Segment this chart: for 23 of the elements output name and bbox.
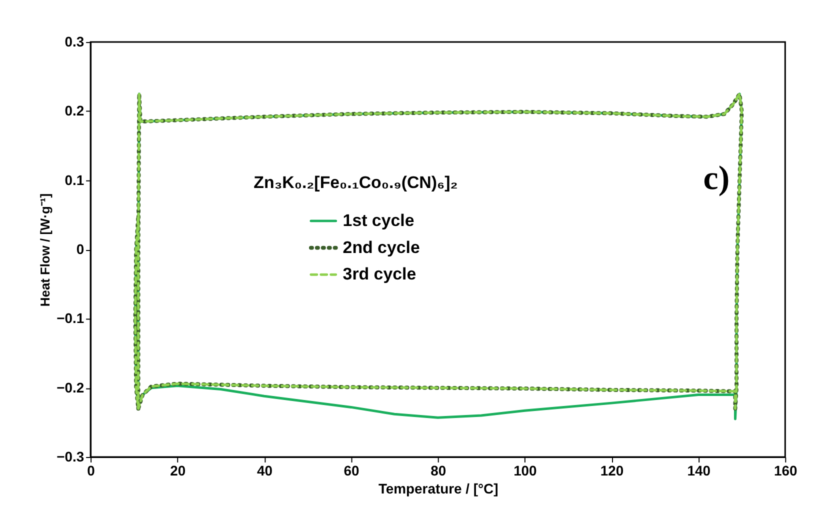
y-tick-label: 0.2	[64, 102, 84, 119]
x-tick-label: 100	[514, 462, 538, 478]
x-tick-label: 40	[256, 462, 273, 478]
x-tick-label: 60	[344, 462, 360, 478]
legend-title: Zn₃K₀.₂[Fe₀.₁Co₀.₉(CN)₆]₂	[254, 173, 458, 192]
x-tick-label: 160	[774, 462, 798, 478]
y-tick-label: 0	[76, 241, 84, 257]
x-tick-label: 0	[87, 462, 96, 478]
legend-label: 2nd cycle	[342, 238, 420, 257]
x-tick-label: 20	[170, 462, 186, 478]
y-tick-label: 0.3	[64, 34, 84, 50]
x-tick-label: 120	[600, 462, 624, 478]
y-tick-label: −0.3	[56, 448, 84, 464]
x-tick-label: 140	[687, 462, 711, 478]
legend-label: 1st cycle	[342, 210, 414, 230]
y-axis-title: Heat Flow / [W·g⁻¹]	[38, 193, 53, 307]
legend-label: 3rd cycle	[342, 264, 416, 284]
y-tick-label: −0.1	[56, 310, 84, 326]
x-tick-label: 80	[430, 462, 446, 478]
y-tick-label: 0.1	[64, 172, 84, 188]
x-axis-title: Temperature / [°C]	[378, 480, 498, 496]
annotation: c)	[703, 160, 730, 197]
y-tick-label: −0.2	[56, 379, 84, 396]
